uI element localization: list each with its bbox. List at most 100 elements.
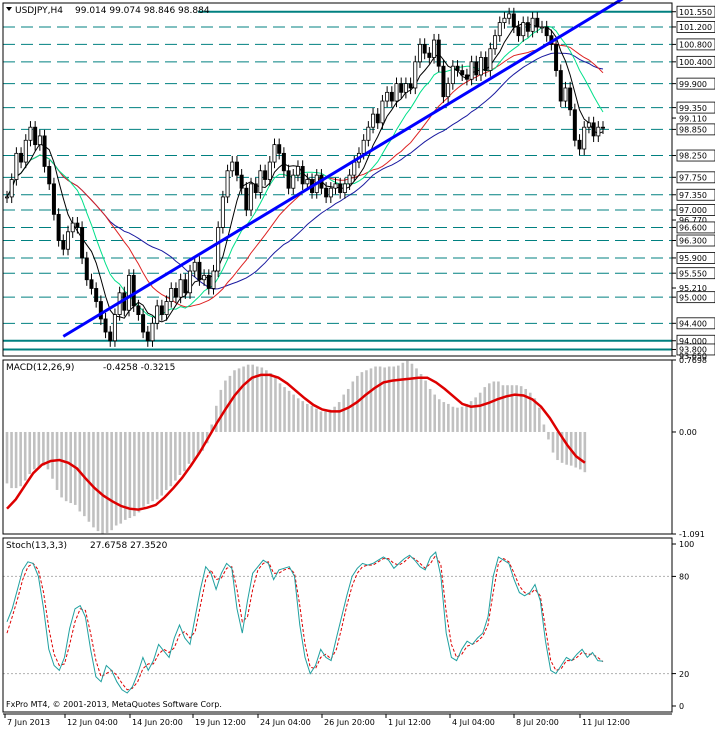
macd-hist-bar [456,407,459,432]
macd-hist-bar [192,431,195,461]
price-axis-label: 98.250 [679,152,707,161]
macd-hist-bar [224,380,227,432]
candle-body [352,161,357,176]
macd-hist-bar [579,431,582,470]
price-axis-box [676,171,715,184]
price-axis-label: 101.200 [679,23,712,32]
candle-body [408,83,413,89]
candle-body [9,179,14,198]
candle-body [338,183,343,193]
macd-hist-bar [301,401,305,432]
candle-body [432,39,437,58]
candle-body [455,65,460,71]
price-axis-box [676,343,715,356]
macd-hist-bar [469,401,473,432]
candle-body [56,213,61,241]
candle-body [554,44,559,71]
macd-hist-bar [460,406,464,432]
macd-hist-bar [169,431,173,487]
candle-body [601,126,606,129]
candle-body [230,161,235,172]
time-axis-label: 4 Jul 04:00 [452,718,495,727]
stochastic-panel[interactable]: Stoch(13,3,3) 27.6758 27.3520 FxPro MT4,… [3,540,694,711]
price-axis-box [676,267,715,280]
candle-body [89,279,94,289]
candle-body [202,274,207,281]
macd-hist-bar [33,431,36,470]
macd-hist-bar [497,381,500,432]
macd-hist-bar [23,431,27,481]
time-axis: 7 Jun 2013 12 Jun 04:00 14 Jun 20:00 19 Jun… [4,714,630,727]
macd-hist-bar [410,363,414,432]
candle-body [61,240,66,250]
macd-hist-bar [137,431,141,513]
candle-body [324,187,329,198]
macd-hist-bar [346,388,350,432]
price-axis-label: 96.600 [679,224,707,233]
candle-body [413,61,418,89]
candle-body [493,35,498,50]
macd-hist-bar [315,408,318,432]
macd-hist-bar [483,387,487,432]
candle-body [239,174,244,189]
candle-body [216,227,221,272]
price-axis-label: 93.800 [679,346,707,355]
candle-body [5,196,10,199]
panel-frame-1 [2,2,673,357]
symbol-header[interactable]: USDJPY,H4 99.014 99.074 98.846 98.884 [2,3,210,16]
macd-hist-bar [142,431,145,507]
price-axis-label: 95.550 [679,269,707,278]
macd-hist-bar [492,381,496,432]
stochastic-main-line [6,551,604,694]
candle-body [450,65,455,85]
macd-hist-bar [319,411,323,432]
macd-hist-bar [96,431,100,532]
candle-body [19,152,24,163]
triangle-down-icon[interactable] [6,7,12,11]
panel-frame-3 [2,537,673,713]
macd-hist-bar [488,383,491,432]
macd-hist-bar [365,370,368,432]
macd-axis-label: -1.091 [679,530,705,539]
candle-body [305,179,310,185]
candle-body [361,139,366,154]
price-axis-label: 95.210 [679,284,707,293]
price-axis-box [676,21,715,33]
candle-body [371,113,376,128]
macd-hist-bar [151,431,154,502]
macd-hist-bar [114,431,118,526]
macd-hist-bar [42,431,45,466]
macd-hist-bar [433,394,436,432]
candle-body [446,83,451,98]
price-axis: 101.550 101.200 100.800 100.400 99.900 99.350… [672,5,715,361]
macd-hist-bar [233,370,236,432]
price-panel[interactable]: USDJPY,H4 99.014 99.074 98.846 98.884 10… [2,0,715,361]
candle-body [328,187,333,198]
candle-body [568,87,573,111]
macd-hist-bar [146,431,150,504]
candle-body [380,100,385,124]
candle-body [333,183,338,189]
time-axis-label: 8 Jul 20:00 [516,718,559,727]
time-axis-label: 7 Jun 2013 [7,718,50,727]
candle-body [427,52,432,58]
macd-hist-bar [237,368,241,432]
macd-hist-bar [374,366,377,432]
candle-body [42,135,47,167]
price-axis-box [676,101,715,114]
candle-body [394,83,399,102]
stochastic-levels [3,575,672,675]
macd-panel[interactable]: MACD(12,26,9) -0.4258 -0.3215 0.7698 0.00… [5,356,707,539]
candle-body [596,126,601,137]
macd-hist-bar [538,407,541,432]
candle-body [14,152,19,180]
macd-hist-bar [69,431,72,504]
macd-hist-bar [174,431,177,481]
trend-line[interactable] [62,0,626,338]
macd-hist-bar [278,383,282,432]
candle-body [131,274,136,307]
macd-hist-bar [424,380,427,432]
candle-body [75,222,80,228]
candle-body [544,26,549,37]
